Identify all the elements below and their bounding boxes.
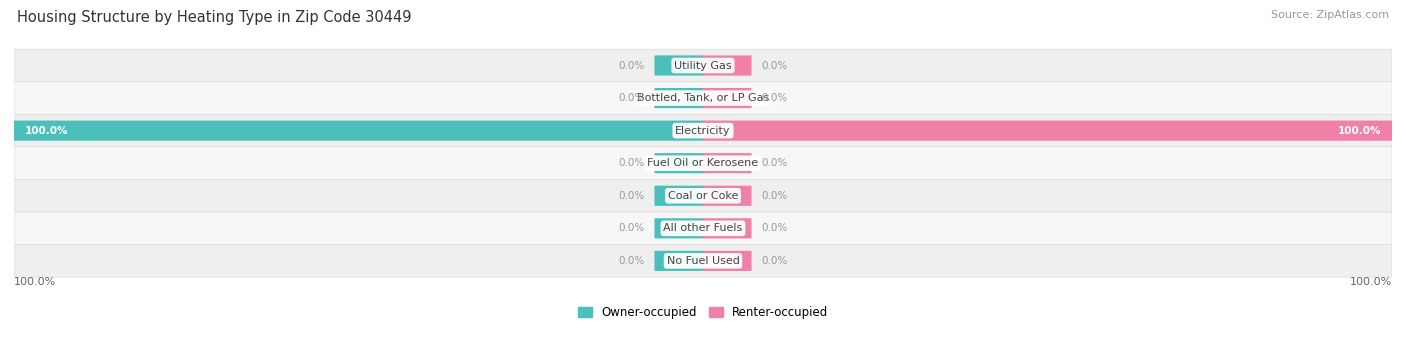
Text: 0.0%: 0.0% [619, 158, 644, 168]
FancyBboxPatch shape [654, 88, 703, 108]
Text: 0.0%: 0.0% [619, 256, 644, 266]
Text: 0.0%: 0.0% [762, 256, 787, 266]
Text: No Fuel Used: No Fuel Used [666, 256, 740, 266]
FancyBboxPatch shape [14, 244, 1392, 277]
Text: Source: ZipAtlas.com: Source: ZipAtlas.com [1271, 10, 1389, 20]
Text: 0.0%: 0.0% [619, 191, 644, 201]
Text: 0.0%: 0.0% [619, 223, 644, 233]
FancyBboxPatch shape [14, 180, 1392, 212]
FancyBboxPatch shape [14, 212, 1392, 244]
Text: 100.0%: 100.0% [1350, 277, 1392, 287]
FancyBboxPatch shape [654, 218, 703, 238]
Text: 0.0%: 0.0% [619, 93, 644, 103]
Text: Utility Gas: Utility Gas [675, 61, 731, 70]
FancyBboxPatch shape [703, 121, 1392, 141]
Text: Electricity: Electricity [675, 126, 731, 136]
FancyBboxPatch shape [703, 251, 752, 271]
FancyBboxPatch shape [654, 251, 703, 271]
FancyBboxPatch shape [703, 88, 752, 108]
FancyBboxPatch shape [654, 153, 703, 173]
Legend: Owner-occupied, Renter-occupied: Owner-occupied, Renter-occupied [572, 301, 834, 324]
FancyBboxPatch shape [703, 153, 752, 173]
Text: 0.0%: 0.0% [762, 93, 787, 103]
Text: 100.0%: 100.0% [24, 126, 67, 136]
Text: Fuel Oil or Kerosene: Fuel Oil or Kerosene [647, 158, 759, 168]
Text: Housing Structure by Heating Type in Zip Code 30449: Housing Structure by Heating Type in Zip… [17, 10, 412, 25]
FancyBboxPatch shape [703, 55, 752, 75]
Text: All other Fuels: All other Fuels [664, 223, 742, 233]
Text: Bottled, Tank, or LP Gas: Bottled, Tank, or LP Gas [637, 93, 769, 103]
FancyBboxPatch shape [14, 49, 1392, 82]
FancyBboxPatch shape [14, 114, 1392, 147]
Text: 100.0%: 100.0% [14, 277, 56, 287]
FancyBboxPatch shape [654, 186, 703, 206]
Text: 0.0%: 0.0% [619, 61, 644, 70]
FancyBboxPatch shape [703, 218, 752, 238]
FancyBboxPatch shape [14, 121, 703, 141]
FancyBboxPatch shape [654, 55, 703, 75]
FancyBboxPatch shape [703, 186, 752, 206]
Text: 0.0%: 0.0% [762, 223, 787, 233]
Text: 0.0%: 0.0% [762, 158, 787, 168]
Text: 0.0%: 0.0% [762, 61, 787, 70]
Text: 100.0%: 100.0% [1339, 126, 1382, 136]
FancyBboxPatch shape [14, 147, 1392, 180]
Text: Coal or Coke: Coal or Coke [668, 191, 738, 201]
FancyBboxPatch shape [14, 82, 1392, 114]
Text: 0.0%: 0.0% [762, 191, 787, 201]
